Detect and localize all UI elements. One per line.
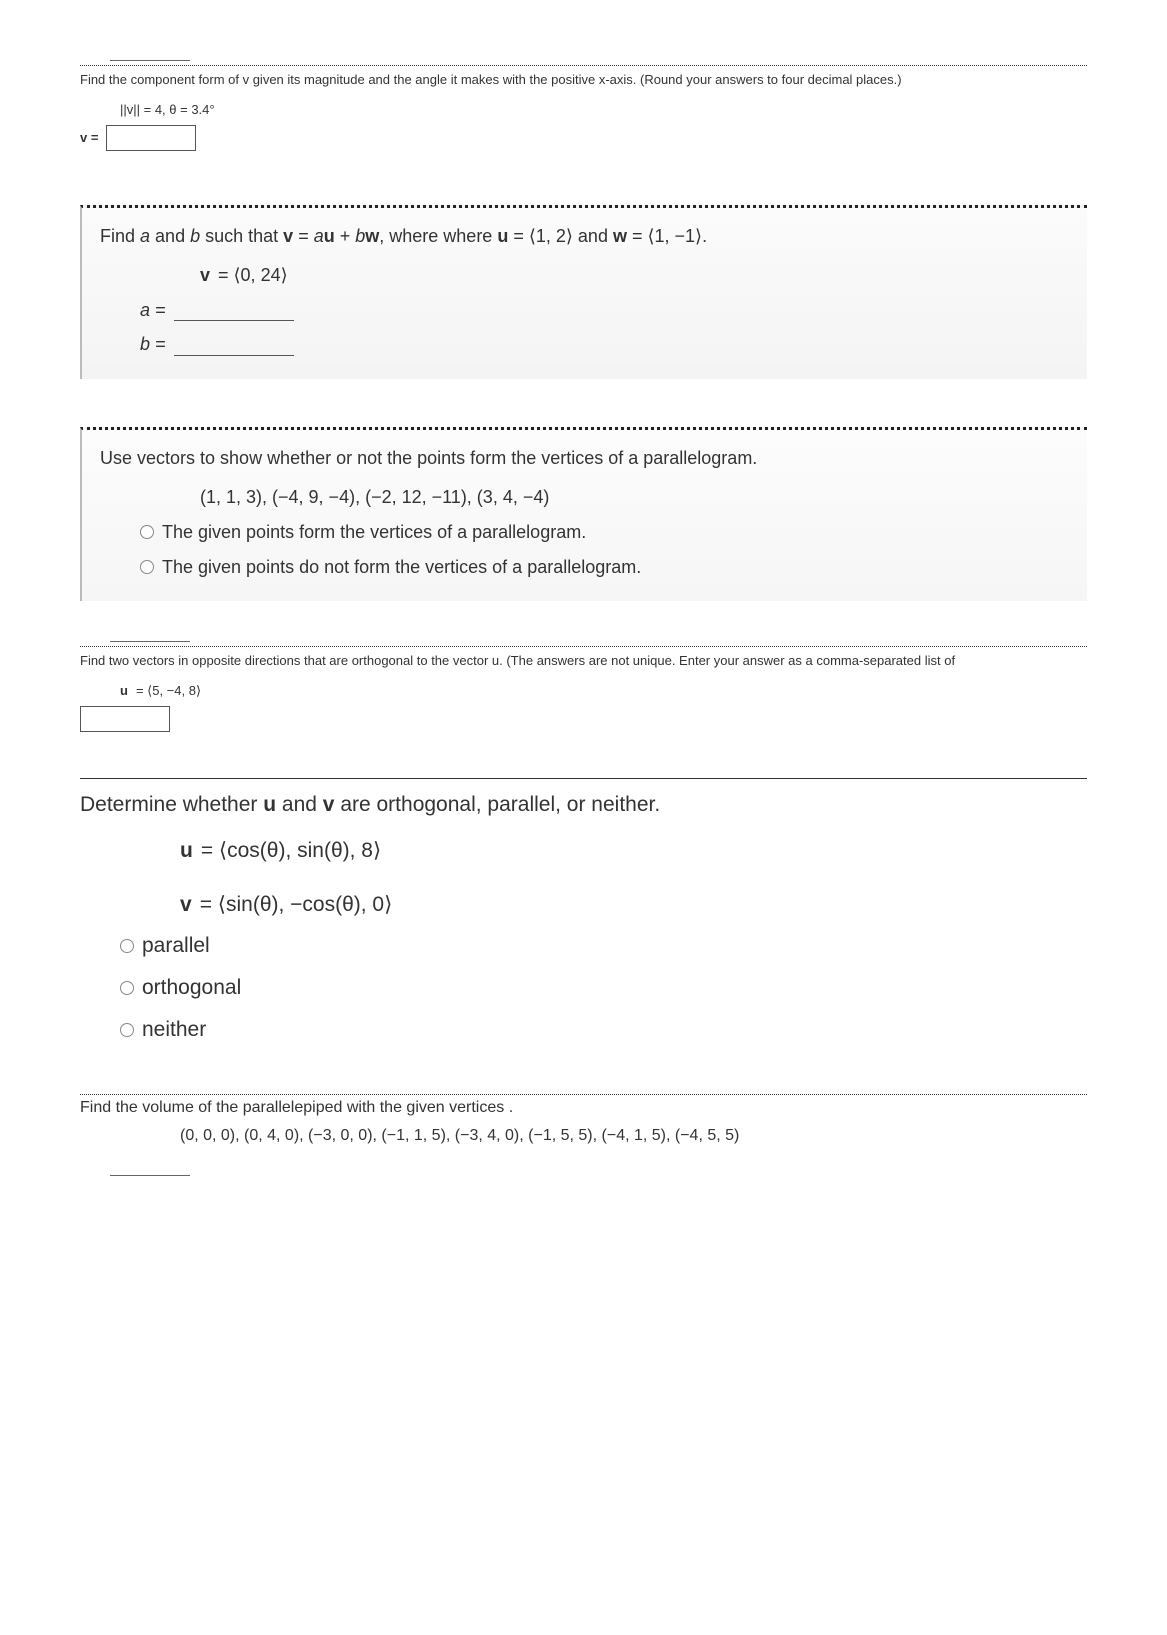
question-3: Use vectors to show whether or not the p…: [80, 419, 1087, 609]
q5-text: Determine whether: [80, 793, 263, 816]
q2-b: b: [190, 226, 200, 246]
q5-u: u: [263, 793, 276, 816]
q3-prompt: Use vectors to show whether or not the p…: [100, 444, 1069, 473]
q1-given: ||v|| = 4, θ = 3.4°: [80, 100, 1087, 120]
q5-v: v: [323, 793, 335, 816]
q2-a: a: [140, 226, 150, 246]
q5-u-val: = ⟨cos(θ), sin(θ), 8⟩: [201, 833, 381, 869]
radio-icon[interactable]: [140, 560, 154, 574]
q2-a-input[interactable]: [174, 299, 294, 321]
q5-opt3: neither: [142, 1012, 206, 1048]
question-4: Find two vectors in opposite directions …: [80, 646, 1087, 746]
q2-text: a: [314, 226, 324, 246]
q2-u-val: = ⟨1, 2⟩: [508, 226, 573, 246]
q3-opt2: The given points do not form the vertice…: [162, 553, 641, 582]
q2-w: w: [365, 226, 379, 246]
q2-u-lab: u: [497, 226, 508, 246]
q5-u-line: u = ⟨cos(θ), sin(θ), 8⟩: [80, 833, 1087, 869]
q4-answer-input[interactable]: [80, 706, 170, 732]
q3-body: Use vectors to show whether or not the p…: [80, 427, 1087, 601]
divider-stub: [110, 1175, 190, 1176]
q5-u-lab: u: [180, 833, 193, 869]
q6-points: (0, 0, 0), (0, 4, 0), (−3, 0, 0), (−1, 1…: [80, 1127, 1087, 1145]
question-2: Find a and b such that v = au + bw, wher…: [80, 197, 1087, 387]
q5-v-line: v = ⟨sin(θ), −cos(θ), 0⟩: [80, 887, 1087, 923]
radio-icon[interactable]: [120, 939, 134, 953]
q2-text: and: [150, 226, 190, 246]
q1-answer-input[interactable]: [106, 125, 196, 151]
q4-u-val: = ⟨5, −4, 8⟩: [136, 681, 201, 701]
q5-v-val: = ⟨sin(θ), −cos(θ), 0⟩: [200, 887, 393, 923]
divider-stub: [110, 60, 190, 61]
q2-w-lab: w: [613, 226, 627, 246]
q2-text: , where where: [379, 226, 497, 246]
q5-text: are orthogonal, parallel, or neither.: [334, 793, 660, 816]
q1-answer-row: v =: [80, 125, 1087, 151]
q2-body: Find a and b such that v = au + bw, wher…: [80, 205, 1087, 379]
q5-opt1-row: parallel: [80, 928, 1087, 964]
q2-v: v: [283, 226, 293, 246]
q5-opt2-row: orthogonal: [80, 970, 1087, 1006]
q2-text: and: [573, 226, 613, 246]
q6-prompt: Find the volume of the parallelepiped wi…: [80, 1099, 1087, 1117]
q3-opt1: The given points form the vertices of a …: [162, 518, 586, 547]
question-6: Find the volume of the parallelepiped wi…: [80, 1094, 1087, 1188]
q2-text: +: [335, 226, 356, 246]
q5-text: and: [276, 793, 323, 816]
q2-text: b: [355, 226, 365, 246]
q2-v-lab: v: [200, 261, 210, 290]
radio-icon[interactable]: [140, 525, 154, 539]
q5-v-lab: v: [180, 887, 192, 923]
q2-u: u: [324, 226, 335, 246]
question-5: Determine whether u and v are orthogonal…: [80, 778, 1087, 1061]
q5-prompt: Determine whether u and v are orthogonal…: [80, 787, 1087, 823]
q2-b-input[interactable]: [174, 334, 294, 356]
q2-v-val: = ⟨0, 24⟩: [218, 261, 288, 290]
q2-a-label: a =: [140, 296, 166, 325]
q3-opt2-row: The given points do not form the vertice…: [100, 553, 1069, 582]
q5-opt3-row: neither: [80, 1012, 1087, 1048]
q2-v-line: v = ⟨0, 24⟩: [100, 261, 1069, 290]
q2-text: such that: [200, 226, 283, 246]
q4-u-line: u = ⟨5, −4, 8⟩: [80, 681, 1087, 701]
q1-prompt: Find the component form of v given its m…: [80, 70, 1087, 90]
question-1: Find the component form of v given its m…: [80, 65, 1087, 165]
q2-text: Find: [100, 226, 140, 246]
q5-opt1: parallel: [142, 928, 210, 964]
radio-icon[interactable]: [120, 1023, 134, 1037]
radio-icon[interactable]: [120, 981, 134, 995]
q4-u-lab: u: [120, 681, 128, 701]
q2-a-row: a =: [100, 296, 1069, 325]
q3-opt1-row: The given points form the vertices of a …: [100, 518, 1069, 547]
q4-answer-row: [80, 706, 1087, 732]
q2-b-row: b =: [100, 330, 1069, 359]
q4-prompt: Find two vectors in opposite directions …: [80, 651, 1087, 671]
q2-w-val: = ⟨1, −1⟩.: [627, 226, 707, 246]
q2-b-label: b =: [140, 330, 166, 359]
q5-opt2: orthogonal: [142, 970, 241, 1006]
q3-points: (1, 1, 3), (−4, 9, −4), (−2, 12, −11), (…: [100, 483, 1069, 512]
q2-prompt: Find a and b such that v = au + bw, wher…: [100, 222, 1069, 251]
q2-text: =: [293, 226, 314, 246]
q1-answer-label: v =: [80, 128, 98, 148]
divider-stub: [110, 641, 190, 642]
